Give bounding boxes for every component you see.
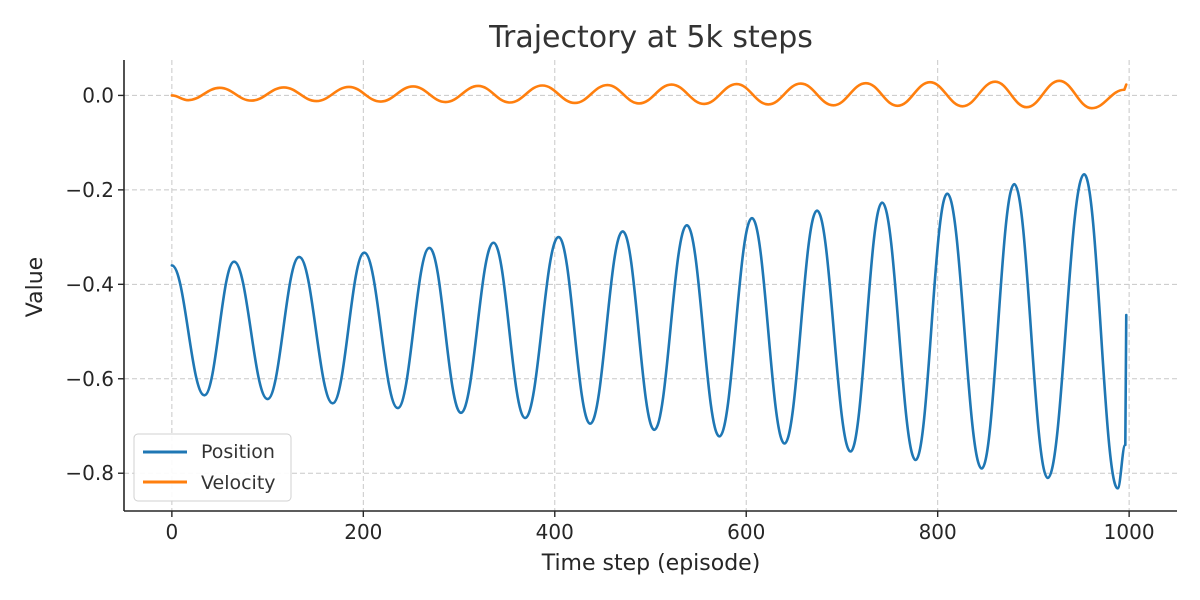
x-tick-label-2: 400: [536, 520, 574, 544]
legend-label-position: Position: [201, 441, 275, 463]
grid-layer: [124, 60, 1177, 511]
series-line-velocity: [170, 79, 1128, 110]
x-tick-label-3: 600: [727, 520, 765, 544]
axes-layer: 0 200 400 600 800 1000 0.0 −0.2 −0.4 −0.6 −0.8: [65, 60, 1177, 544]
y-tick-label-0: 0.0: [82, 83, 114, 107]
y-tick-label-1: −0.2: [65, 178, 114, 202]
y-tick-label-4: −0.8: [65, 461, 114, 485]
chart-title: Trajectory at 5k steps: [488, 20, 813, 55]
legend-label-velocity: Velocity: [201, 472, 276, 494]
x-tick-label-5: 1000: [1104, 520, 1155, 544]
y-tick-label-2: −0.4: [65, 272, 114, 296]
x-tick-label-1: 200: [344, 520, 382, 544]
x-tick-label-0: 0: [165, 520, 178, 544]
y-axis-title: Value: [23, 257, 48, 317]
x-axis-title: Time step (episode): [541, 551, 761, 576]
series-layer: [170, 79, 1128, 490]
y-tick-label-3: −0.6: [65, 367, 114, 391]
x-tick-label-4: 800: [919, 520, 957, 544]
legend: Position Velocity: [133, 433, 292, 502]
series-line-position: [170, 172, 1128, 490]
